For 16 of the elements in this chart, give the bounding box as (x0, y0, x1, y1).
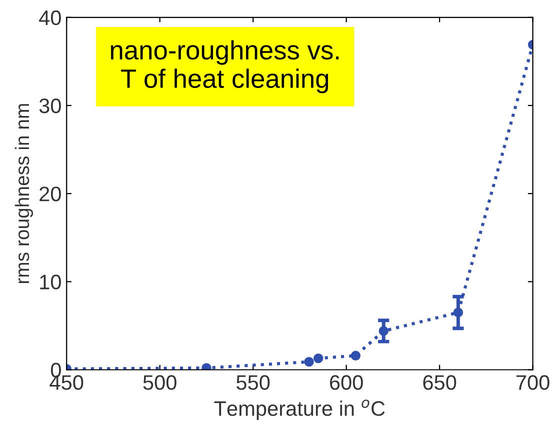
x-tick-label: 550 (236, 375, 270, 390)
point (313, 353, 324, 364)
y-tick-label: 20 (40, 186, 61, 202)
y-tick-label: 10 (40, 274, 61, 290)
x-tick-label: 600 (330, 375, 363, 390)
x-tick-label: 450 (50, 375, 84, 390)
x-axis-title: Temperature in $^{o}$C (214, 400, 385, 420)
annotation: nano-roughness vs. T of heat cleaning (110, 40, 339, 94)
x-tick-label: 500 (143, 375, 176, 390)
point (304, 356, 314, 367)
y-axis-title: rms roughness in nm (14, 104, 34, 284)
y-tick-label: 40 (39, 10, 61, 26)
y-tick-label: 30 (39, 98, 61, 114)
x-tick-label: 700 (516, 375, 550, 390)
point (350, 350, 361, 361)
x-tick-label: 650 (423, 375, 456, 390)
